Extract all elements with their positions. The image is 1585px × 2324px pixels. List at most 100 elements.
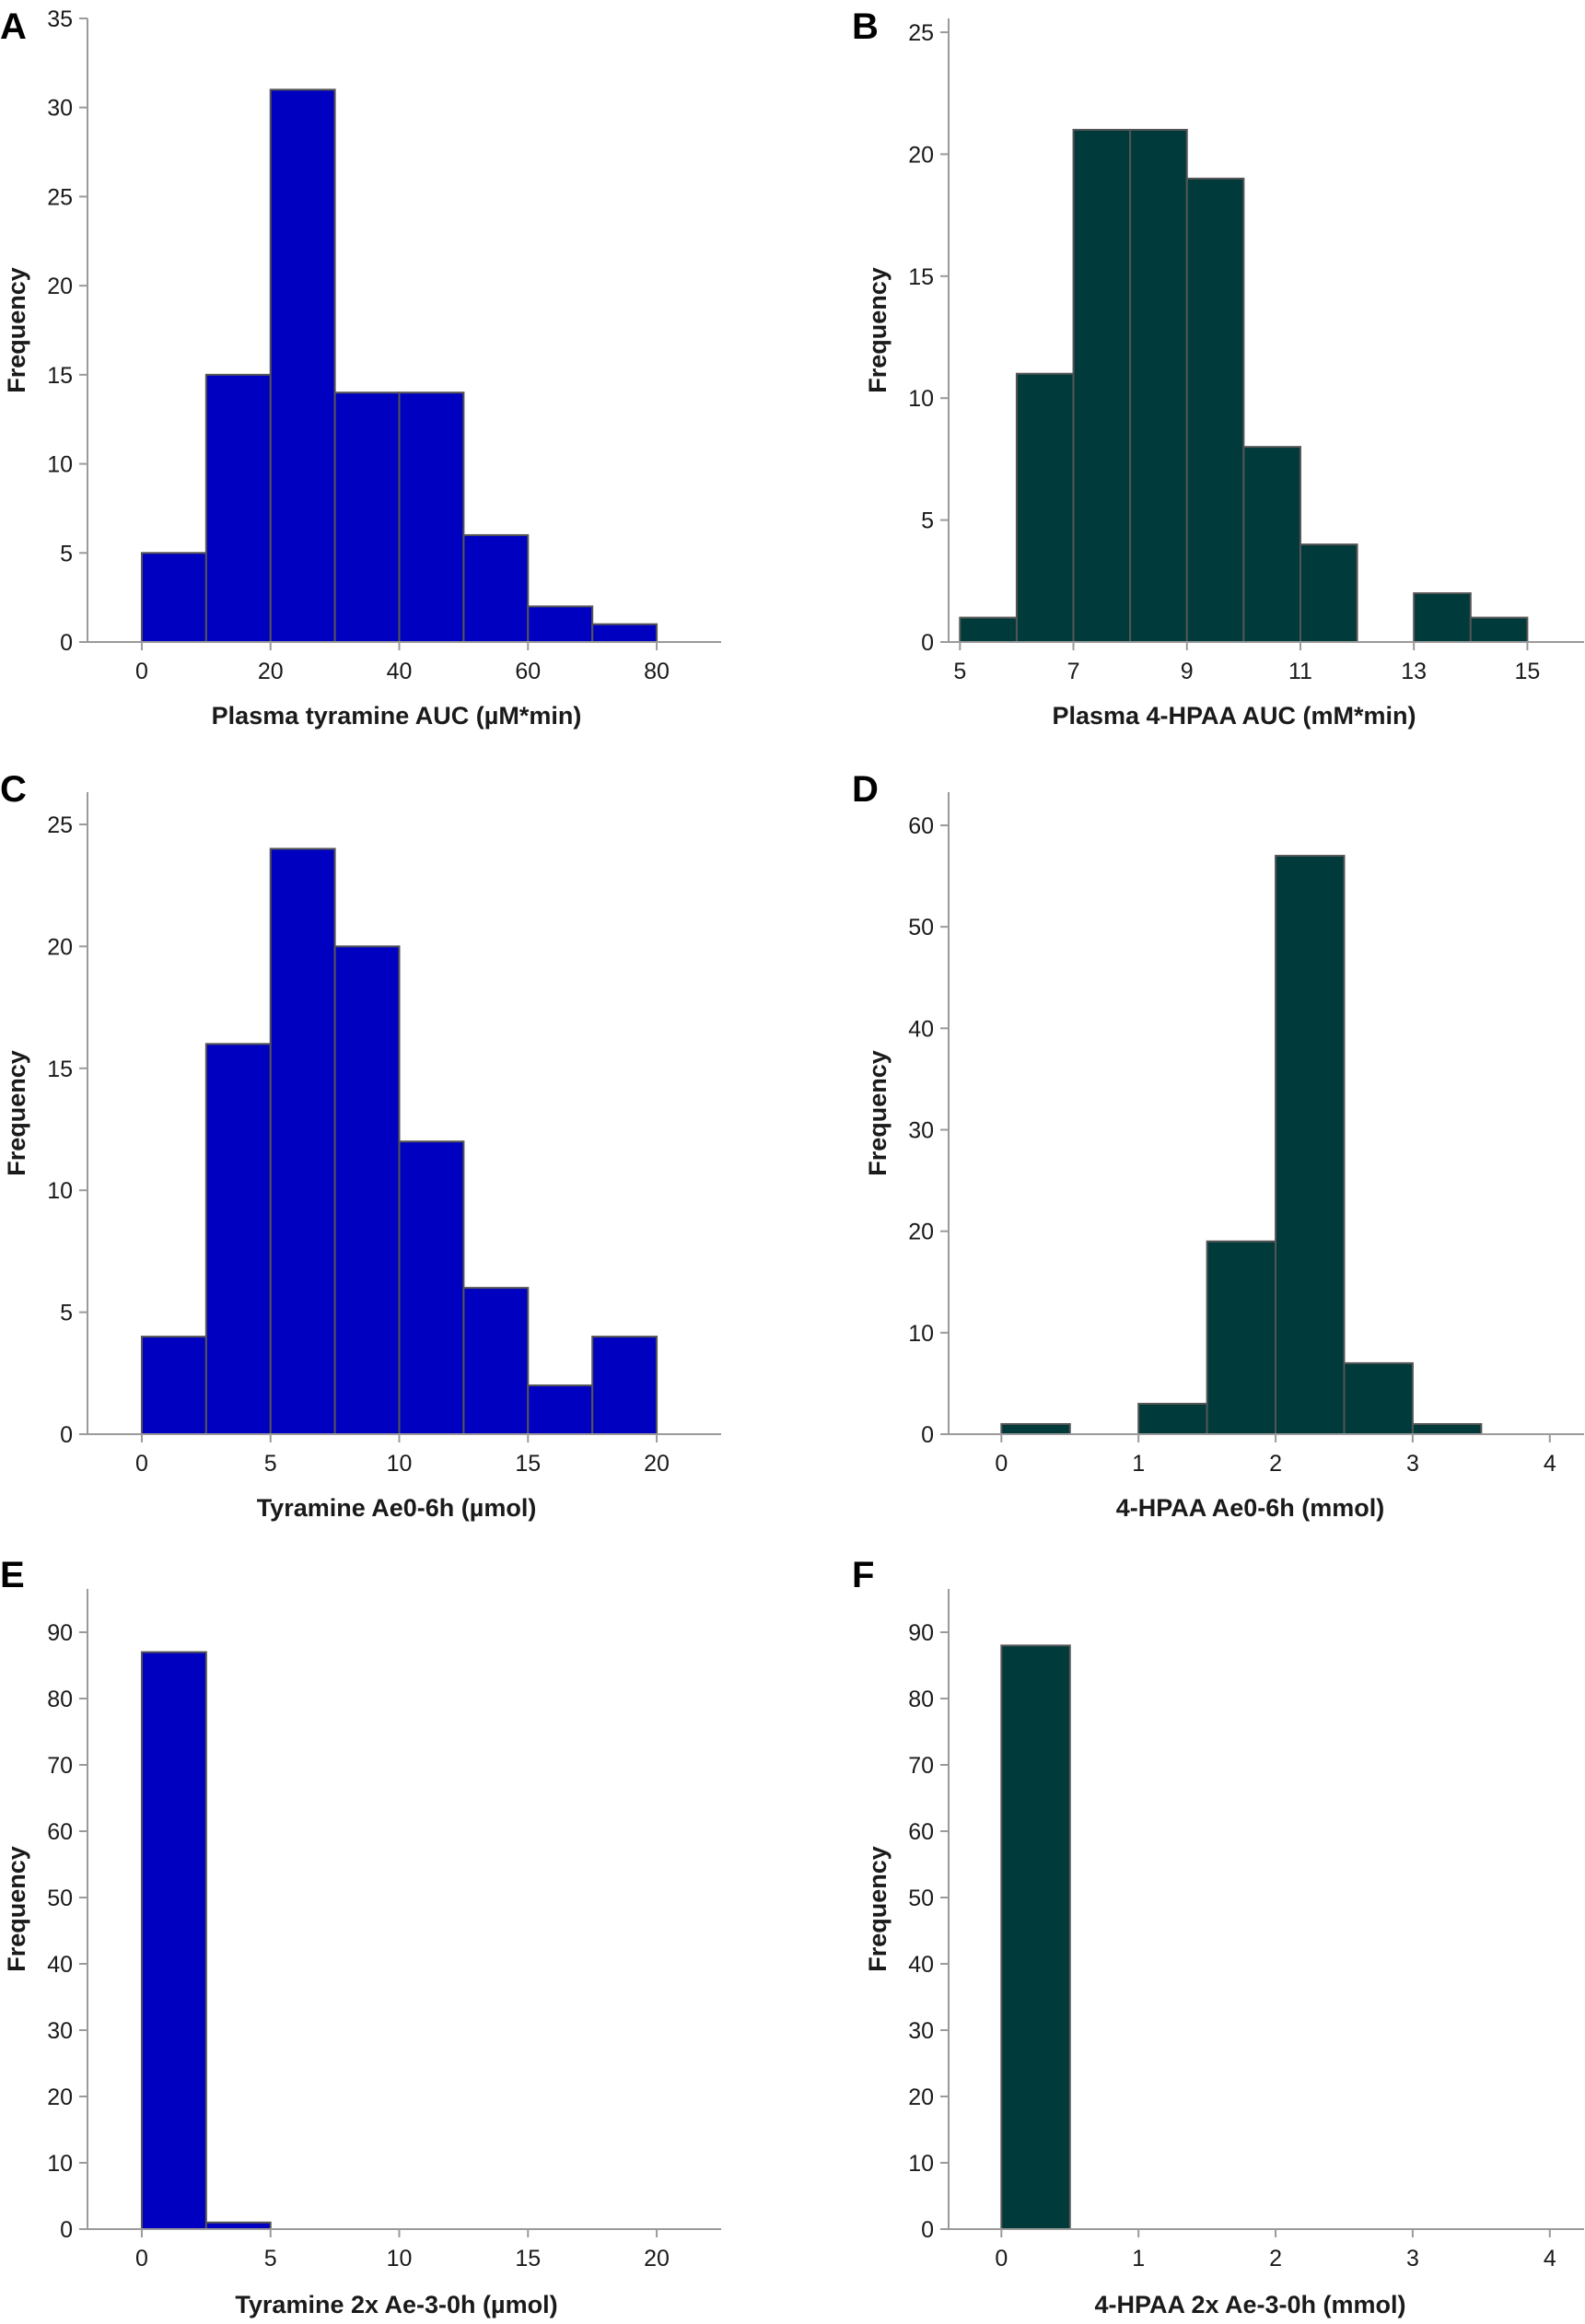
panel-e-y-tick-label: 40	[47, 1952, 73, 1978]
panel-d-bar-6	[1343, 1361, 1414, 1435]
panel-c-x-tick-label: 0	[135, 1451, 148, 1477]
panel-a-bar-3	[269, 88, 336, 644]
panel-e-y-tick-label: 50	[47, 1886, 73, 1911]
panel-f-y-tick-label: 10	[908, 2151, 934, 2177]
panel-f-y-tick-label: 20	[908, 2085, 934, 2110]
panel-d-y-tick-label: 50	[908, 915, 934, 940]
panel-b-y-axis-title: Frequency	[864, 267, 892, 393]
panel-a-x-tick-label: 0	[135, 659, 148, 684]
panel-e-y-tick-label: 10	[47, 2151, 73, 2177]
panel-c-bar-1	[140, 1336, 207, 1435]
panel-e-bar-1	[140, 1651, 207, 2230]
panel-b-y-tick-label: 20	[908, 142, 934, 168]
panel-e-y-tick-label: 0	[60, 2217, 73, 2243]
panel-a-x-axis-title: Plasma tyramine AUC (µM*min)	[212, 702, 582, 730]
panel-b-bar-2	[1015, 372, 1075, 643]
panel-d-letter: D	[852, 769, 879, 810]
panel-d-bar-1	[1000, 1422, 1071, 1435]
panel-c-y-axis-title: Frequency	[3, 1050, 30, 1176]
panel-f-x-tick-label: 3	[1406, 2246, 1419, 2271]
panel-a-bar-4	[333, 391, 401, 643]
panel-f-y-tick-label: 0	[921, 2217, 934, 2243]
panel-a-x-tick-label: 80	[644, 659, 670, 684]
panel-a-bar-7	[527, 605, 594, 643]
panel-e-x-tick-label: 0	[135, 2246, 148, 2271]
panel-f-y-axis-title: Frequency	[864, 1846, 892, 1972]
panel-f-y-tick-label: 40	[908, 1952, 934, 1978]
panel-a-y-tick-label: 10	[47, 452, 73, 478]
panel-b-bar-7	[1299, 543, 1358, 644]
panel-c-y-tick-label: 0	[60, 1422, 73, 1448]
panel-c-y-tick-label: 15	[47, 1057, 73, 1082]
panel-e-letter: E	[0, 1555, 25, 1595]
panel-c-x-axis-title: Tyramine Ae0-6h (µmol)	[257, 1494, 537, 1522]
panel-f-x-tick-label: 0	[995, 2246, 1008, 2271]
panel-b-y-tick-label: 0	[921, 630, 934, 656]
panel-b-x-tick-label: 11	[1288, 659, 1312, 684]
panel-d-bar-5	[1275, 855, 1346, 1435]
panel-e-y-tick-label: 20	[47, 2085, 73, 2110]
panel-e-y-tick-label: 90	[47, 1620, 73, 1646]
panel-a-x-tick-label: 20	[258, 659, 284, 684]
panel-e-x-tick-label: 15	[515, 2246, 541, 2271]
panel-b-bar-1	[959, 616, 1018, 644]
panel-a-bar-8	[591, 623, 658, 644]
panel-b-bar-5	[1185, 177, 1245, 643]
panel-b-x-tick-label: 7	[1067, 659, 1080, 684]
panel-a-x-tick-label: 40	[387, 659, 413, 684]
panel-b-letter: B	[852, 6, 879, 47]
panel-a-y-tick-label: 25	[47, 184, 73, 210]
panel-f-x-tick-label: 1	[1132, 2246, 1145, 2271]
panel-c-x-tick-label: 5	[264, 1451, 277, 1477]
panel-c-bar-7	[527, 1384, 594, 1436]
panel-c-x-tick-label: 10	[387, 1451, 413, 1477]
panel-d-bar-3	[1137, 1402, 1208, 1435]
panel-c-y-tick-label: 25	[47, 812, 73, 838]
panel-f-y-tick-label: 70	[908, 1753, 934, 1779]
panel-b-x-tick-label: 15	[1514, 659, 1540, 684]
panel-d-x-axis-title: 4-HPAA Ae0-6h (mmol)	[1116, 1494, 1385, 1522]
panel-a-bar-2	[204, 373, 272, 643]
panel-a-y-tick-label: 5	[60, 541, 73, 566]
panel-f-bar-1	[1000, 1644, 1071, 2230]
panel-d-x-tick-label: 4	[1544, 1451, 1556, 1477]
panel-a-bar-5	[398, 391, 465, 643]
panel-b-x-tick-label: 9	[1181, 659, 1194, 684]
panel-c-y-tick-label: 10	[47, 1178, 73, 1204]
panel-d-y-tick-label: 60	[908, 813, 934, 839]
panel-d-x-tick-label: 1	[1132, 1451, 1145, 1477]
panel-a-y-tick-label: 35	[47, 6, 73, 32]
panel-d-bar-7	[1411, 1422, 1483, 1435]
panel-a-y-axis-title: Frequency	[3, 267, 30, 393]
panel-e-y-tick-label: 70	[47, 1753, 73, 1779]
panel-a-bar-6	[462, 533, 530, 644]
panel-b-x-tick-label: 5	[953, 659, 966, 684]
panel-c-bar-4	[333, 945, 401, 1435]
panel-f-x-tick-label: 4	[1544, 2246, 1556, 2271]
panel-e-y-tick-label: 60	[47, 1819, 73, 1845]
panel-a-letter: A	[0, 6, 27, 47]
panel-c-bar-6	[462, 1287, 530, 1435]
panel-d-y-tick-label: 30	[908, 1118, 934, 1144]
panel-d-x-tick-label: 3	[1406, 1451, 1419, 1477]
panel-b-bar-3	[1072, 128, 1132, 644]
panel-c-bar-8	[591, 1336, 658, 1435]
panel-a-y-tick-label: 0	[60, 630, 73, 656]
panel-c-x-tick-label: 15	[515, 1451, 541, 1477]
panel-b-y-tick-label: 15	[908, 264, 934, 290]
panel-f-x-tick-label: 2	[1269, 2246, 1282, 2271]
panel-e-x-axis-title: Tyramine 2x Ae-3-0h (µmol)	[235, 2291, 557, 2318]
panel-f-x-axis-title: 4-HPAA 2x Ae-3-0h (mmol)	[1094, 2291, 1405, 2318]
panel-c-bar-3	[269, 847, 336, 1435]
panel-f-y-tick-label: 60	[908, 1819, 934, 1845]
panel-f-y-tick-label: 80	[908, 1687, 934, 1712]
panel-b-x-tick-label: 13	[1401, 659, 1427, 684]
panel-e-y-axis-title: Frequency	[3, 1846, 30, 1972]
panel-e-x-tick-label: 10	[387, 2246, 413, 2271]
panel-b-bar-4	[1129, 128, 1188, 644]
panel-c-letter: C	[0, 769, 27, 810]
panel-c-bar-5	[398, 1140, 465, 1435]
panel-b-y-tick-label: 10	[908, 386, 934, 412]
panel-d-y-tick-label: 10	[908, 1321, 934, 1347]
panel-b-x-axis-title: Plasma 4-HPAA AUC (mM*min)	[1052, 702, 1416, 730]
